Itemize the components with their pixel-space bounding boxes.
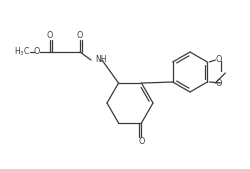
- Text: O: O: [34, 47, 40, 56]
- Text: O: O: [76, 31, 83, 41]
- Text: O: O: [138, 137, 144, 146]
- Text: O: O: [214, 55, 221, 65]
- Text: O: O: [214, 79, 221, 89]
- Text: O: O: [47, 31, 53, 41]
- Text: H$_3$C: H$_3$C: [14, 46, 30, 58]
- Text: NH: NH: [94, 55, 106, 65]
